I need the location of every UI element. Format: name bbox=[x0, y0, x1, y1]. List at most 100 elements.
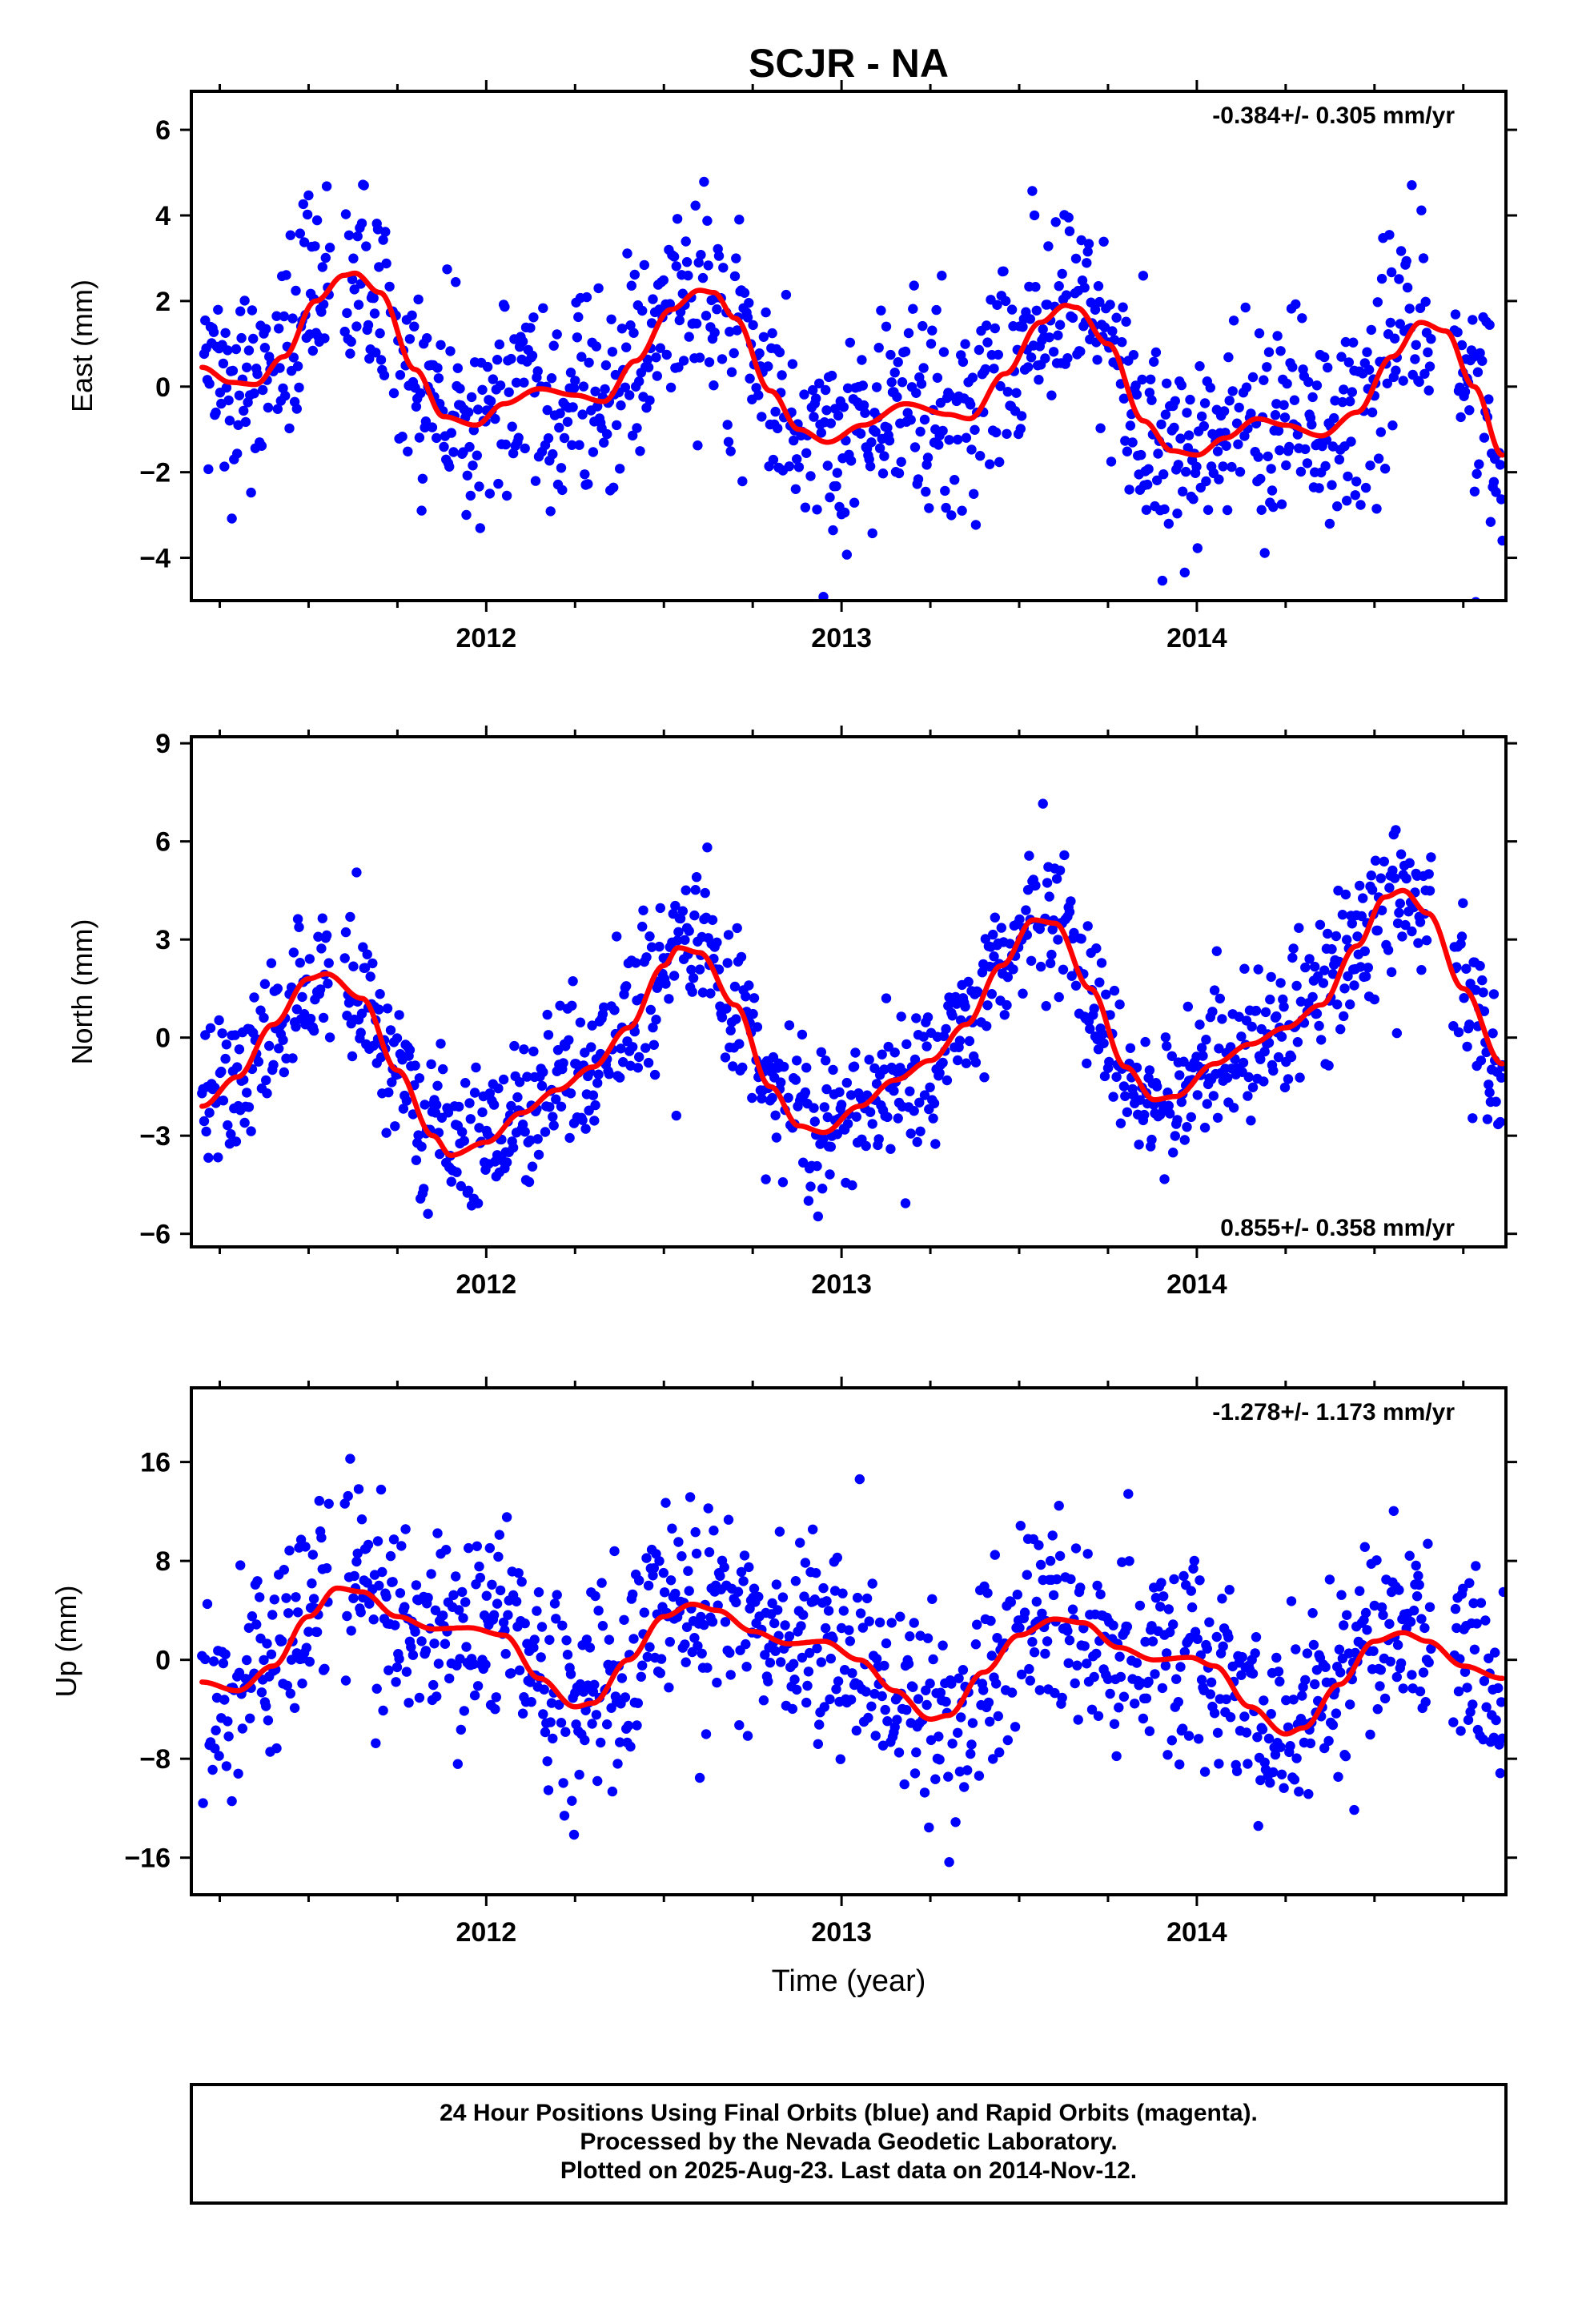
north-point bbox=[221, 1039, 232, 1050]
north-point bbox=[1332, 999, 1343, 1010]
east-point bbox=[849, 497, 860, 508]
north-point bbox=[1276, 1031, 1287, 1042]
up-point bbox=[736, 1566, 747, 1578]
north-model-curve bbox=[199, 887, 1505, 1158]
up-point bbox=[609, 1546, 620, 1557]
north-point bbox=[413, 1130, 424, 1140]
up-point bbox=[495, 1585, 506, 1596]
north-point bbox=[1479, 1006, 1490, 1016]
east-point bbox=[1006, 304, 1018, 315]
up-point bbox=[944, 1857, 954, 1868]
east-point bbox=[709, 380, 719, 391]
up-point bbox=[1192, 1634, 1203, 1644]
east-point bbox=[1146, 374, 1156, 384]
up-point bbox=[871, 1654, 882, 1664]
north-point bbox=[268, 1059, 279, 1071]
east-point bbox=[892, 392, 902, 402]
east-point bbox=[356, 218, 367, 229]
north-point bbox=[414, 1073, 425, 1084]
up-point bbox=[581, 1634, 592, 1645]
north-point bbox=[879, 1064, 889, 1075]
east-point bbox=[1118, 302, 1128, 312]
east-point bbox=[1098, 236, 1109, 247]
east-point bbox=[652, 371, 662, 381]
up-point bbox=[1082, 1659, 1092, 1669]
north-point bbox=[896, 1011, 906, 1022]
up-point bbox=[500, 1649, 511, 1659]
north-point bbox=[316, 943, 327, 954]
east-point bbox=[259, 343, 271, 353]
east-point bbox=[375, 328, 385, 339]
north-point bbox=[1404, 858, 1415, 868]
up-point bbox=[1231, 1766, 1243, 1776]
north-point bbox=[1400, 919, 1411, 931]
up-point bbox=[659, 1587, 670, 1598]
north-point bbox=[1064, 907, 1075, 917]
east-point bbox=[1222, 505, 1233, 516]
north-point bbox=[522, 1072, 532, 1082]
east-point bbox=[1030, 282, 1041, 292]
up-point bbox=[648, 1563, 659, 1574]
up-point bbox=[1259, 1695, 1269, 1706]
north-point bbox=[323, 958, 334, 968]
east-point bbox=[763, 361, 773, 372]
up-point bbox=[770, 1646, 781, 1656]
east-point bbox=[1404, 304, 1415, 314]
east-point bbox=[808, 384, 818, 396]
up-point bbox=[420, 1646, 432, 1656]
north-point bbox=[643, 1057, 654, 1068]
east-point bbox=[446, 428, 456, 438]
east-point bbox=[1246, 408, 1256, 419]
north-point bbox=[246, 1126, 256, 1136]
north-point bbox=[801, 1063, 812, 1073]
east-point bbox=[655, 343, 665, 353]
north-point bbox=[761, 1174, 771, 1184]
up-point bbox=[353, 1484, 364, 1494]
up-point bbox=[1481, 1702, 1492, 1712]
up-point bbox=[560, 1727, 571, 1737]
up-point bbox=[765, 1658, 776, 1668]
up-point bbox=[1323, 1735, 1334, 1747]
east-point bbox=[451, 277, 461, 287]
up-point bbox=[304, 1656, 315, 1667]
north-point bbox=[420, 1100, 430, 1110]
up-point bbox=[1484, 1653, 1494, 1663]
east-point bbox=[542, 404, 552, 416]
north-point bbox=[986, 989, 998, 999]
up-point bbox=[1495, 1768, 1506, 1779]
north-point bbox=[274, 1043, 284, 1054]
up-point bbox=[383, 1665, 394, 1675]
up-point bbox=[689, 1633, 700, 1643]
east-point bbox=[343, 230, 355, 240]
up-point bbox=[374, 1580, 384, 1591]
up-point bbox=[628, 1589, 638, 1600]
east-point bbox=[1307, 392, 1318, 403]
up-point bbox=[1214, 1759, 1224, 1769]
east-point bbox=[384, 281, 395, 292]
east-point bbox=[1275, 346, 1286, 356]
north-point bbox=[391, 1033, 403, 1043]
up-point bbox=[1169, 1574, 1179, 1585]
east-point bbox=[1067, 312, 1078, 324]
north-point bbox=[688, 973, 699, 983]
north-point bbox=[464, 1185, 474, 1196]
up-point bbox=[1327, 1719, 1339, 1731]
east-point bbox=[1329, 412, 1339, 424]
east-point bbox=[482, 361, 493, 372]
north-point bbox=[308, 1025, 319, 1036]
east-point bbox=[1105, 300, 1115, 310]
east-point bbox=[1234, 402, 1244, 413]
north-point bbox=[1038, 798, 1048, 809]
up-point bbox=[1283, 1722, 1294, 1733]
east-point bbox=[799, 389, 809, 400]
up-point bbox=[616, 1673, 628, 1683]
up-point bbox=[1118, 1691, 1130, 1702]
east-point bbox=[944, 435, 954, 445]
north-point bbox=[1295, 996, 1307, 1007]
north-point bbox=[889, 1085, 899, 1096]
east-point bbox=[600, 360, 612, 371]
up-point bbox=[321, 1563, 332, 1574]
up-point bbox=[1189, 1555, 1200, 1566]
north-point bbox=[672, 935, 683, 946]
up-point bbox=[1465, 1707, 1476, 1717]
